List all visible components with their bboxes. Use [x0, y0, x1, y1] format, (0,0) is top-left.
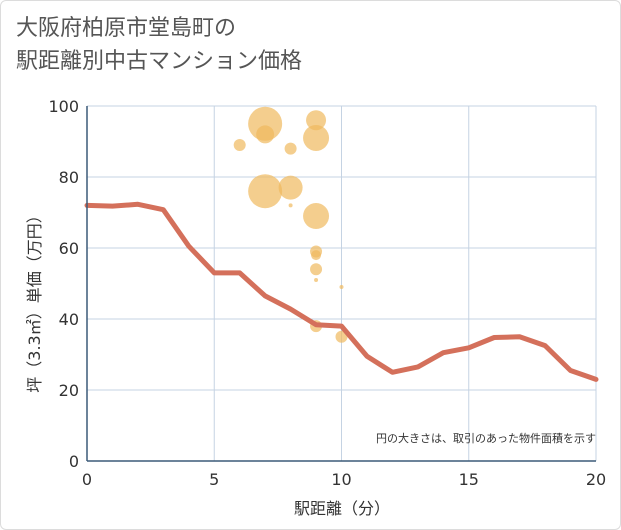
- bubble-point: [339, 285, 344, 290]
- y-tick-label: 60: [59, 239, 79, 258]
- bubble-point: [303, 203, 330, 230]
- bubble-point: [248, 174, 283, 209]
- chart-title: 大阪府柏原市堂島町の 駅距離別中古マンション価格: [16, 12, 302, 78]
- y-tick-label: 0: [69, 452, 79, 471]
- bubble-point: [311, 250, 322, 261]
- bubble-size-note: 円の大きさは、取引のあった物件面積を示す: [376, 431, 596, 445]
- x-tick-label: 0: [82, 470, 92, 489]
- bubble-point: [335, 330, 348, 343]
- chart-title-line-1: 大阪府柏原市堂島町の: [16, 16, 237, 41]
- bubble-point: [278, 175, 303, 200]
- bubble-point: [314, 277, 319, 282]
- bubble-point: [284, 142, 297, 155]
- bubble-series: [233, 106, 348, 343]
- y-axis-label: 坪（3.3㎡）単価（万円）: [25, 207, 44, 392]
- x-tick-label: 5: [209, 470, 219, 489]
- y-tick-label: 80: [59, 168, 79, 187]
- line-series: [84, 201, 599, 382]
- bubble-point: [303, 124, 330, 151]
- y-tick-label: 100: [48, 97, 79, 116]
- bubble-point: [288, 203, 293, 208]
- grid-lines: [87, 105, 597, 461]
- x-axis-label: 駅距離（分）: [294, 499, 390, 518]
- bubble-point: [310, 263, 323, 276]
- bubble-point: [233, 139, 246, 152]
- chart-title-line-2: 駅距離別中古マンション価格: [16, 49, 303, 74]
- tick-labels: 0 20 40 60 80 100 0 5 10 15 20: [48, 97, 606, 489]
- bubble-point: [306, 110, 327, 131]
- x-tick-label: 15: [459, 470, 479, 489]
- x-tick-label: 10: [331, 470, 351, 489]
- y-tick-label: 20: [59, 381, 79, 400]
- x-tick-label: 20: [586, 470, 606, 489]
- bubble-point: [256, 125, 275, 144]
- axes: [86, 106, 596, 462]
- y-tick-label: 40: [59, 310, 79, 329]
- average-price-line: [84, 201, 599, 382]
